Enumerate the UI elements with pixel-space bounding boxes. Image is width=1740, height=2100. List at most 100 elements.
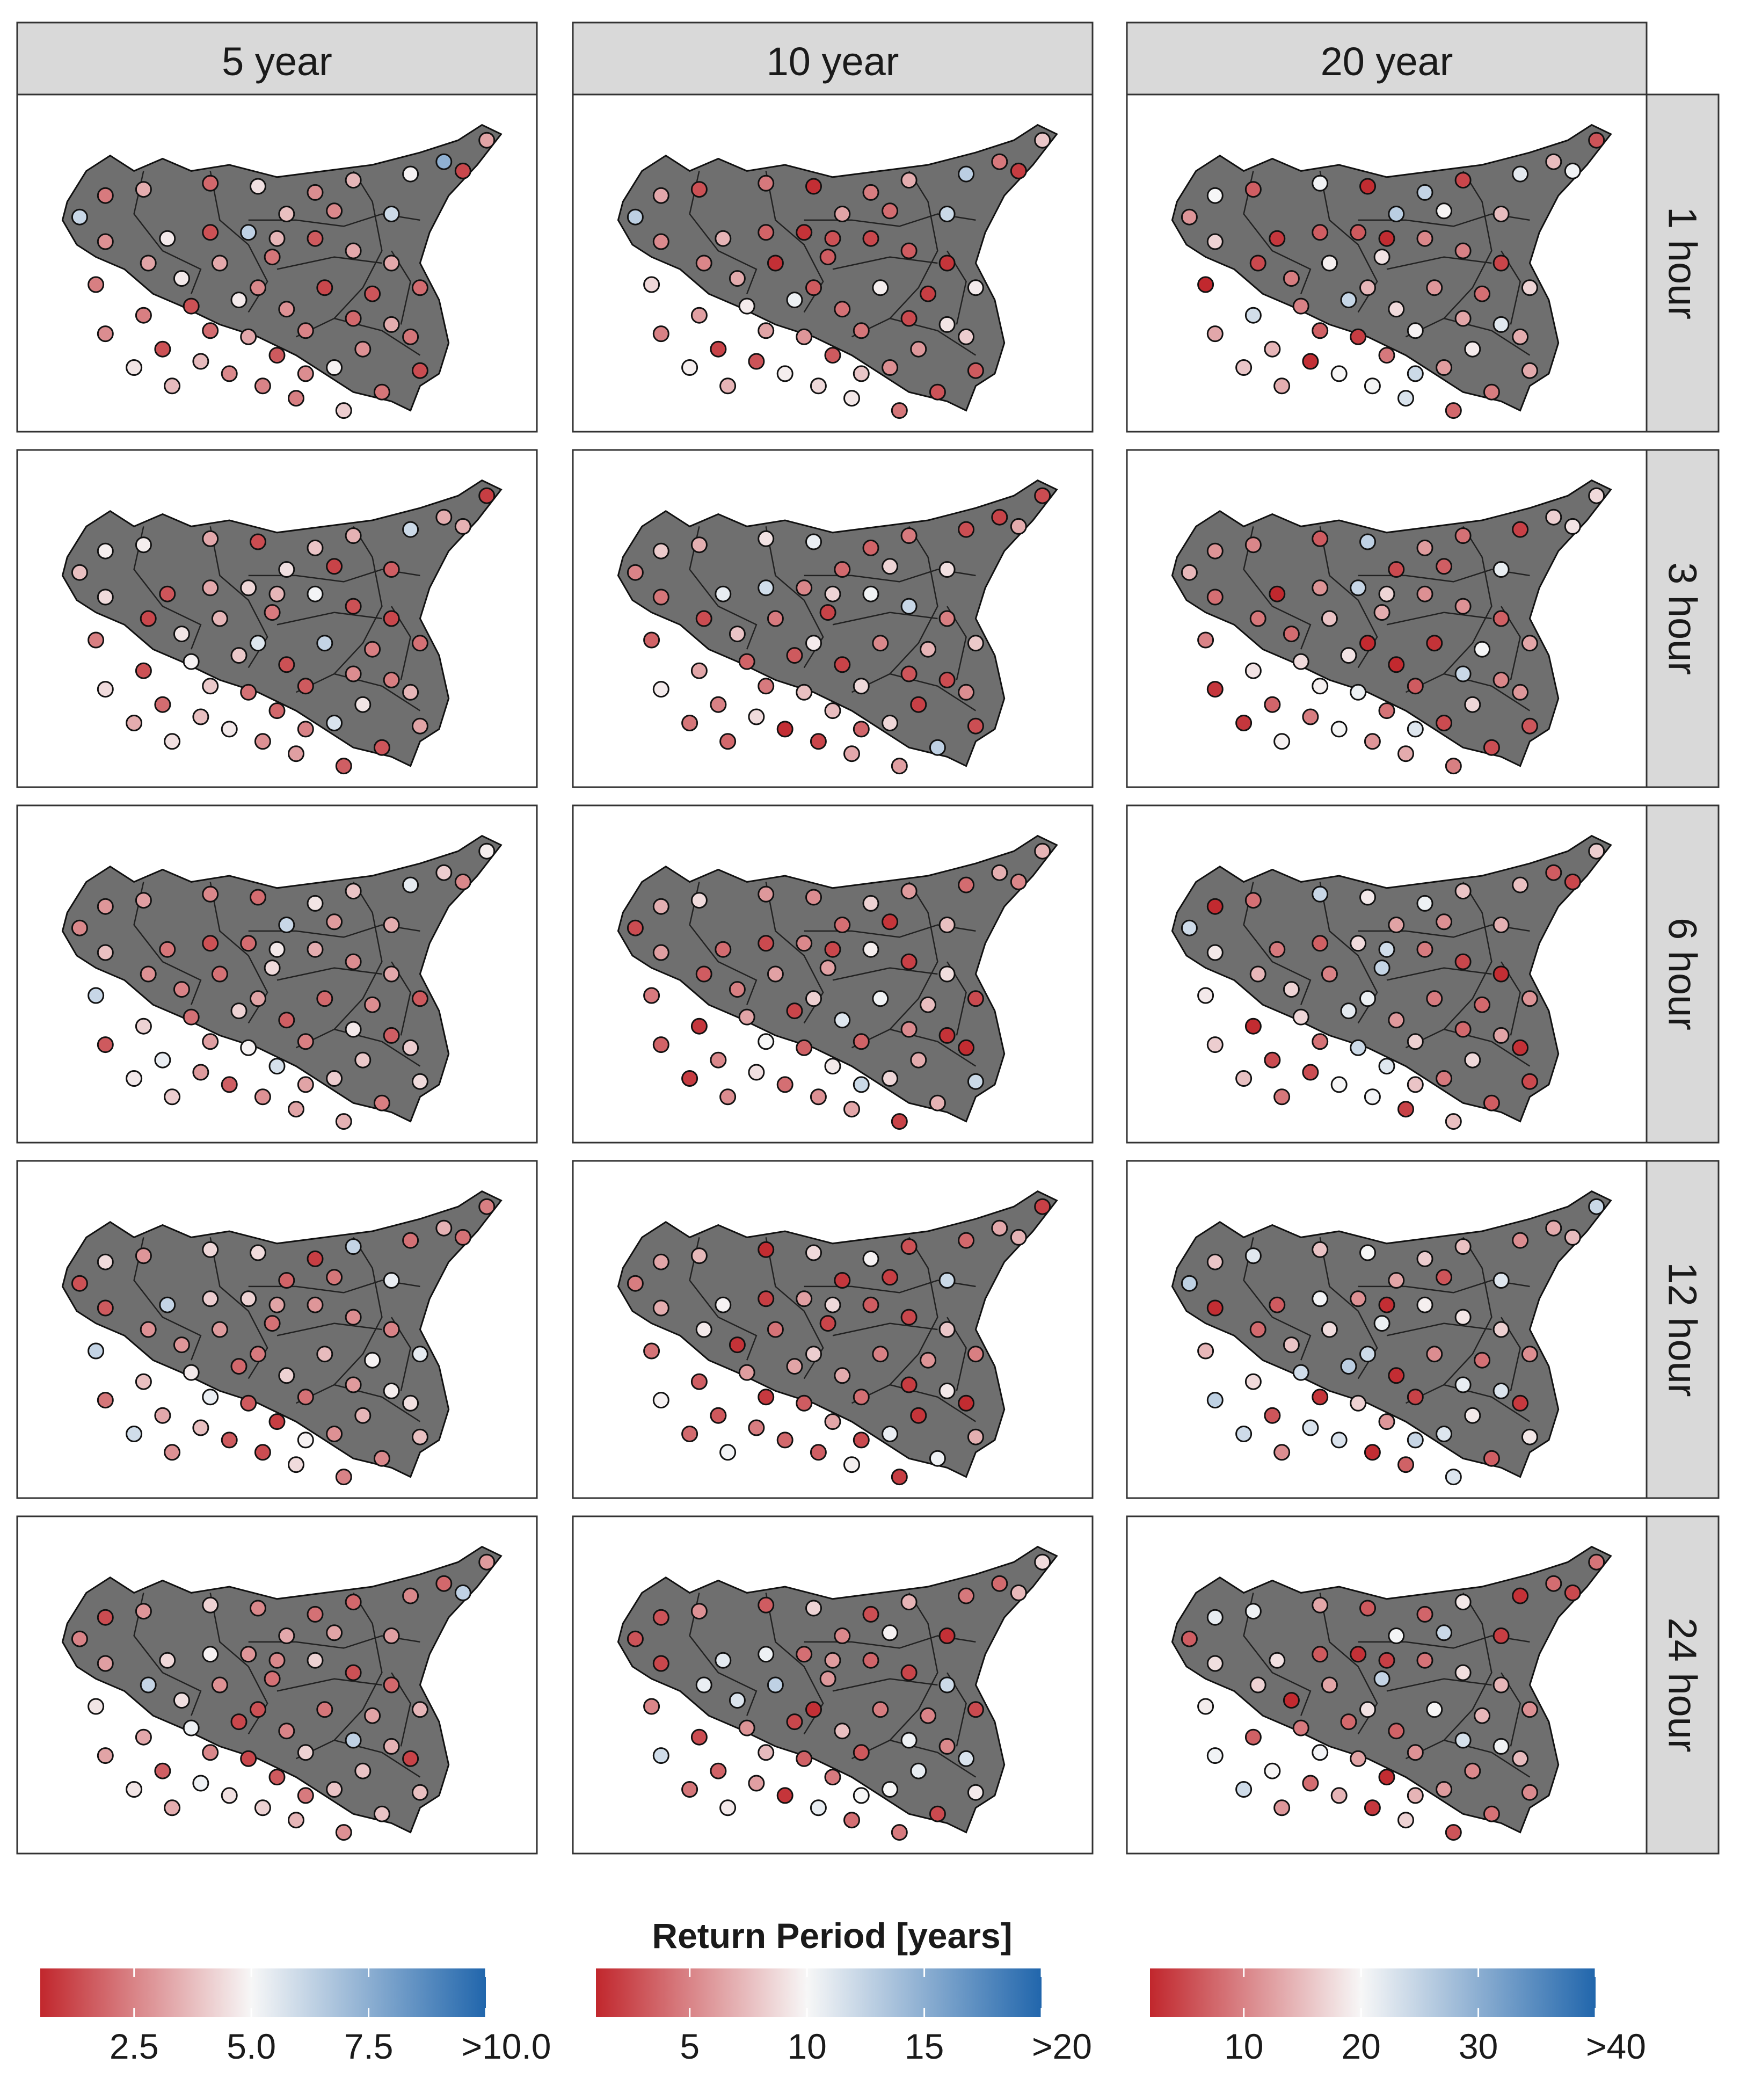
- station-point: [173, 981, 190, 998]
- station-point: [1206, 898, 1224, 915]
- station-point: [796, 1750, 813, 1767]
- station-point: [478, 1198, 496, 1215]
- station-point: [1454, 172, 1472, 189]
- basin-boundary: [832, 256, 938, 270]
- station-point: [810, 377, 827, 395]
- station-point: [882, 1426, 899, 1442]
- basin-boundary: [851, 1592, 938, 1760]
- colorbar-gradient: [596, 1968, 1042, 2017]
- station-point: [97, 325, 114, 343]
- station-point: [1350, 1750, 1367, 1767]
- station-point: [1181, 564, 1198, 581]
- station-point: [202, 579, 219, 597]
- basin-boundary: [1386, 1678, 1492, 1692]
- station-point: [97, 681, 114, 698]
- station-point: [373, 1805, 390, 1822]
- station-point: [681, 359, 698, 376]
- station-point: [958, 1039, 975, 1056]
- station-point: [71, 919, 88, 936]
- station-point: [710, 1051, 727, 1069]
- map-panel: [1126, 1515, 1648, 1855]
- station-point: [173, 1692, 190, 1709]
- station-point: [738, 1364, 755, 1381]
- station-point: [478, 1553, 496, 1571]
- map-panel: [16, 93, 538, 433]
- station-point: [135, 1247, 152, 1265]
- station-point: [1493, 1272, 1510, 1289]
- station-point: [230, 292, 247, 309]
- station-point: [767, 610, 784, 627]
- legend-colorbar: 2.5 5.0 7.5 >10.0: [40, 1968, 551, 2066]
- station-point: [834, 1272, 851, 1289]
- station-point: [776, 721, 793, 738]
- station-point: [715, 230, 732, 247]
- station-point: [154, 1051, 171, 1069]
- station-point: [1283, 1692, 1300, 1709]
- station-point: [1445, 402, 1462, 419]
- station-point: [805, 1600, 822, 1617]
- station-point: [268, 585, 286, 602]
- station-point: [1350, 935, 1367, 952]
- station-point: [97, 1253, 114, 1270]
- station-point: [891, 402, 908, 419]
- station-point: [1010, 162, 1027, 179]
- station-point: [221, 365, 238, 382]
- station-point: [1454, 1309, 1472, 1326]
- station-point: [154, 696, 171, 713]
- station-point: [202, 1646, 219, 1663]
- station-point: [402, 684, 419, 701]
- station-point: [862, 184, 879, 201]
- station-point: [1454, 1238, 1472, 1255]
- station-point: [900, 242, 918, 259]
- station-point: [140, 1676, 157, 1694]
- station-point: [1312, 1389, 1329, 1406]
- station-point: [1010, 873, 1027, 890]
- station-point: [738, 297, 755, 315]
- station-point: [1249, 965, 1266, 983]
- basin-boundary: [1405, 881, 1493, 1049]
- station-point: [154, 1407, 171, 1424]
- station-point: [326, 1426, 343, 1442]
- station-point: [958, 521, 975, 538]
- row-label: 12 hour: [1661, 1262, 1705, 1397]
- station-point: [364, 285, 381, 302]
- station-point: [900, 598, 918, 615]
- basin-boundary: [295, 526, 383, 693]
- station-point: [810, 1444, 827, 1461]
- station-point: [958, 1232, 975, 1249]
- station-point: [435, 864, 453, 881]
- station-point: [1312, 1033, 1329, 1050]
- station-point: [1493, 561, 1510, 578]
- station-point: [202, 1389, 219, 1406]
- station-point: [681, 1070, 698, 1087]
- station-point: [97, 1299, 114, 1317]
- station-point: [135, 1603, 152, 1620]
- station-point: [1545, 153, 1562, 170]
- station-point: [643, 1698, 660, 1715]
- map-panels: [16, 93, 1648, 1855]
- station-point: [1302, 1775, 1319, 1792]
- station-point: [383, 561, 400, 578]
- station-point: [1521, 362, 1538, 379]
- station-point: [326, 913, 343, 931]
- station-point: [1454, 883, 1472, 900]
- legend-scales: 2.5 5.0 7.5 >10.0 5 10 15 >20 10 20 30 >40: [40, 1968, 1646, 2066]
- station-point: [719, 733, 737, 750]
- station-point: [882, 1269, 899, 1286]
- station-point: [1436, 359, 1453, 376]
- station-point: [288, 1101, 304, 1118]
- station-point: [297, 1076, 314, 1093]
- station-point: [383, 1027, 400, 1044]
- station-point: [1292, 297, 1309, 315]
- station-point: [97, 233, 114, 250]
- station-point: [1359, 635, 1376, 652]
- station-point: [1483, 1450, 1500, 1467]
- basin-boundary: [295, 170, 383, 338]
- basin-boundary: [1243, 526, 1312, 650]
- station-point: [345, 1309, 362, 1326]
- station-point: [1364, 1444, 1381, 1461]
- legend-title: Return Period [years]: [652, 1916, 1012, 1956]
- station-point: [435, 1219, 453, 1237]
- station-point: [786, 1358, 803, 1375]
- station-point: [1206, 325, 1224, 343]
